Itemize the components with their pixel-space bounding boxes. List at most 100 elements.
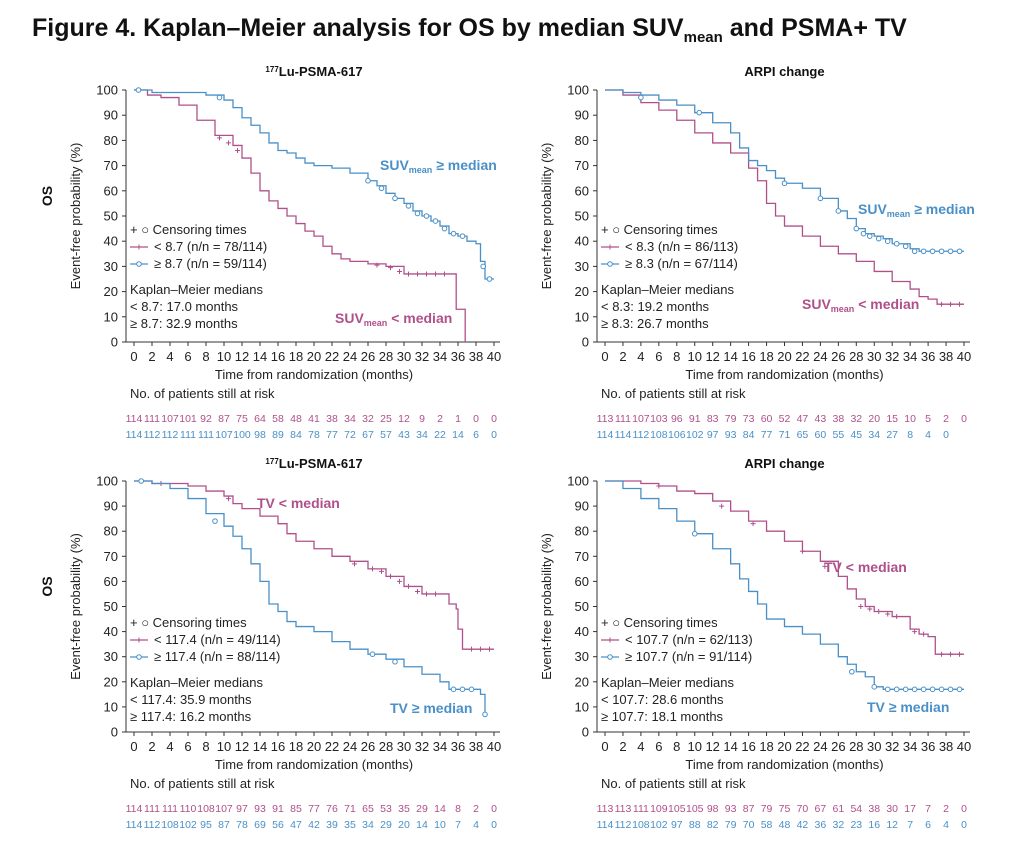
y-tick-label: 10 bbox=[575, 309, 589, 324]
risk-count: 78 bbox=[236, 819, 248, 831]
censor-marker-circle bbox=[871, 684, 878, 690]
risk-count: 41 bbox=[308, 413, 320, 425]
censor-marker-circle bbox=[938, 248, 945, 255]
risk-count: 111 bbox=[180, 429, 196, 441]
censor-marker-circle bbox=[405, 203, 412, 209]
censor-marker-circle bbox=[468, 686, 475, 693]
risk-count: 73 bbox=[743, 413, 755, 425]
y-tick-label: 20 bbox=[104, 674, 118, 689]
censor-marker-plus bbox=[217, 135, 222, 141]
x-axis-label: Time from randomization (months) bbox=[685, 367, 883, 382]
x-tick-label: 24 bbox=[343, 349, 357, 364]
censor-marker-plus bbox=[894, 614, 900, 620]
censor-marker-circle bbox=[947, 686, 954, 693]
x-tick-label: 10 bbox=[688, 349, 702, 364]
risk-count: 109 bbox=[650, 803, 668, 815]
x-tick-label: 6 bbox=[184, 349, 191, 364]
km-curve-above-median bbox=[605, 89, 964, 252]
risk-count: 56 bbox=[272, 819, 284, 831]
risk-count: 65 bbox=[797, 429, 809, 441]
censor-marker-plus bbox=[867, 606, 873, 612]
censor-marker-circle bbox=[480, 263, 487, 270]
median-line: ≥ 107.7: 18.1 months bbox=[601, 709, 724, 724]
risk-count: 111 bbox=[144, 413, 160, 425]
x-axis-label: Time from randomization (months) bbox=[215, 757, 413, 772]
censor-marker-circle bbox=[911, 248, 918, 255]
censor-marker-plus bbox=[406, 583, 411, 589]
x-tick-label: 22 bbox=[325, 349, 339, 364]
risk-count: 108 bbox=[161, 819, 179, 831]
censor-marker-circle bbox=[638, 94, 644, 101]
curve-annotation: SUVmean ≥ median bbox=[380, 157, 497, 175]
censor-marker-circle bbox=[853, 225, 860, 232]
risk-count: 12 bbox=[398, 413, 410, 425]
risk-count: 97 bbox=[671, 819, 683, 831]
risk-count: 93 bbox=[254, 803, 266, 815]
censor-marker-plus bbox=[858, 604, 864, 609]
y-tick-label: 50 bbox=[104, 209, 118, 224]
censor-marker-plus bbox=[379, 568, 384, 574]
x-tick-label: 22 bbox=[325, 739, 339, 754]
risk-count: 102 bbox=[179, 819, 197, 831]
risk-count: 77 bbox=[308, 803, 320, 815]
censor-marker-plus bbox=[397, 268, 402, 274]
risk-count: 7 bbox=[455, 819, 461, 831]
risk-count: 52 bbox=[779, 413, 791, 425]
y-tick-label: 90 bbox=[575, 108, 589, 123]
x-tick-label: 4 bbox=[637, 349, 644, 364]
x-tick-label: 26 bbox=[361, 349, 375, 364]
x-tick-label: 2 bbox=[148, 739, 155, 754]
x-tick-label: 0 bbox=[130, 349, 137, 364]
risk-count: 87 bbox=[218, 413, 230, 425]
x-tick-label: 8 bbox=[202, 349, 209, 364]
y-tick-label: 80 bbox=[575, 133, 589, 148]
censor-marker-plus bbox=[235, 147, 240, 153]
x-tick-label: 10 bbox=[217, 349, 231, 364]
median-line: ≥ 8.3: 26.7 months bbox=[601, 316, 709, 331]
y-tick-label: 50 bbox=[575, 209, 589, 224]
risk-count: 105 bbox=[686, 803, 704, 815]
legend-entry: ≥ 8.3 (n/n = 67/114) bbox=[625, 256, 738, 271]
risk-count: 10 bbox=[434, 819, 446, 831]
panel-title-main: Lu-PSMA-617 bbox=[279, 64, 363, 79]
censor-marker-circle bbox=[956, 686, 963, 693]
risk-count: 4 bbox=[473, 819, 479, 831]
x-tick-label: 40 bbox=[957, 739, 971, 754]
y-tick-label: 40 bbox=[575, 624, 589, 639]
median-line: ≥ 117.4: 16.2 months bbox=[130, 709, 252, 724]
risk-count: 96 bbox=[671, 413, 683, 425]
censor-marker-plus bbox=[433, 271, 438, 277]
x-tick-label: 28 bbox=[849, 739, 863, 754]
y-tick-label: 50 bbox=[104, 599, 118, 614]
risk-count: 102 bbox=[650, 819, 668, 831]
risk-count: 71 bbox=[344, 803, 356, 815]
x-tick-label: 34 bbox=[903, 739, 917, 754]
risk-count: 77 bbox=[761, 429, 773, 441]
risk-count: 55 bbox=[833, 429, 845, 441]
risk-count: 8 bbox=[455, 803, 461, 815]
y-axis-label: Event-free probability (%) bbox=[68, 143, 83, 290]
risk-count: 72 bbox=[344, 429, 356, 441]
risk-count: 35 bbox=[398, 803, 410, 815]
x-tick-label: 18 bbox=[759, 349, 773, 364]
x-tick-label: 4 bbox=[637, 739, 644, 754]
risk-count: 34 bbox=[362, 819, 374, 831]
y-tick-label: 40 bbox=[104, 624, 118, 639]
legend-marker-plus bbox=[136, 637, 142, 643]
risk-count: 77 bbox=[326, 429, 338, 441]
censor-marker-circle bbox=[817, 195, 824, 202]
risk-count: 108 bbox=[632, 819, 650, 831]
km-panel-2: ARPI change Event-free probability (%) 0 10… bbox=[539, 64, 975, 441]
x-tick-label: 0 bbox=[130, 739, 137, 754]
y-tick-label: 10 bbox=[104, 309, 118, 324]
x-tick-label: 20 bbox=[307, 349, 321, 364]
x-tick-label: 16 bbox=[271, 739, 285, 754]
y-axis-label: Event-free probability (%) bbox=[539, 533, 554, 680]
risk-count: 91 bbox=[689, 413, 701, 425]
risk-count: 4 bbox=[943, 819, 949, 831]
censor-marker-circle bbox=[929, 248, 936, 255]
risk-count: 112 bbox=[144, 429, 161, 441]
risk-count: 95 bbox=[200, 819, 212, 831]
x-tick-label: 4 bbox=[166, 739, 173, 754]
